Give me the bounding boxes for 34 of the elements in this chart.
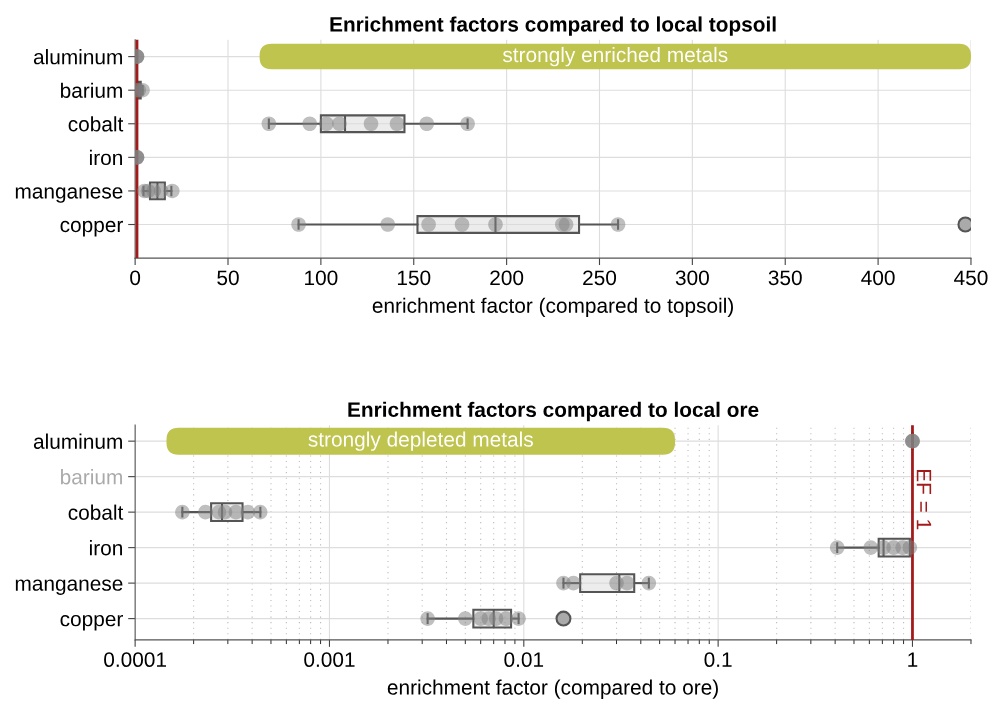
y-tick-label: barium [61, 469, 122, 485]
y-tick-label: copper [60, 220, 123, 237]
band-label: strongly enriched metals [502, 46, 728, 67]
y-tick-label: cobalt [68, 504, 124, 520]
y-tick-label: iron [89, 149, 122, 166]
x-axis-title: enrichment factor (compared to topsoil) [372, 297, 733, 318]
y-tick-label: cobalt [68, 116, 124, 132]
y-tick-label: aluminum [33, 49, 122, 65]
x-tick-label: 0.0001 [104, 652, 166, 668]
band-label: strongly depleted metals [308, 431, 533, 451]
x-tick-label: 0.001 [304, 652, 355, 668]
x-axis-title: enrichment factor (compared to ore) [387, 679, 718, 699]
x-tick-label: 150 [397, 270, 431, 286]
x-tick-label: 200 [490, 270, 524, 286]
x-tick-label: 350 [768, 270, 802, 286]
y-tick-label: iron [89, 540, 122, 556]
y-tick-label: barium [61, 82, 122, 98]
y-tick-label: copper [60, 614, 123, 631]
chart-title: Enrichment factors compared to local ore [348, 401, 759, 422]
y-tick-label: aluminum [33, 433, 122, 449]
x-tick-label: 50 [217, 270, 239, 286]
x-tick-label: 100 [305, 270, 338, 286]
y-tick-label: manganese [15, 187, 123, 203]
x-tick-label: 450 [954, 270, 988, 286]
x-tick-label: 0.1 [704, 652, 732, 668]
ref-line-label: EF = 1 [916, 469, 932, 530]
x-tick-label: 250 [583, 270, 617, 286]
x-tick-label: 1 [908, 652, 918, 667]
x-tick-label: 300 [675, 270, 709, 286]
y-tick-label: manganese [15, 579, 123, 595]
x-tick-label: 400 [861, 270, 895, 286]
x-tick-label: 0 [130, 270, 141, 286]
chart-title: Enrichment factors compared to local topsoil [330, 16, 776, 36]
x-tick-label: 0.01 [504, 652, 544, 668]
